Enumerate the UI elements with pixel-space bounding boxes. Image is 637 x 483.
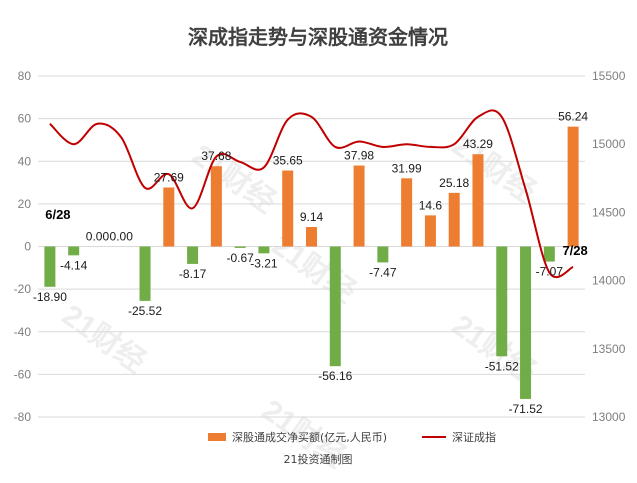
legend-line-label: 深证成指	[452, 430, 496, 444]
bar	[306, 227, 317, 247]
data-label: 25.18	[439, 176, 469, 190]
data-label: 14.6	[419, 198, 443, 212]
bar-series	[44, 126, 579, 399]
left-tick-label: 60	[18, 112, 32, 126]
bar	[401, 178, 413, 247]
end-date-annotation: 7/28	[562, 243, 587, 258]
data-label: 27.69	[154, 170, 184, 184]
data-label: 43.29	[463, 137, 493, 151]
left-axis: 80 60 40 20 0 -20 -40 -60 -80	[14, 69, 32, 424]
data-label: -51.52	[485, 359, 519, 373]
data-label: -3.21	[250, 256, 278, 270]
left-tick-label: 20	[18, 197, 32, 211]
bar	[377, 246, 389, 263]
data-label: -7.47	[369, 265, 397, 279]
index-line	[49, 109, 574, 279]
data-label: -7.07	[536, 265, 564, 279]
bar	[329, 246, 341, 367]
bar	[282, 170, 294, 247]
right-tick-label: 14500	[592, 205, 626, 219]
bar	[567, 126, 579, 247]
left-tick-label: -80	[14, 410, 32, 424]
bar	[68, 246, 80, 256]
bar	[520, 246, 532, 399]
right-tick-label: 15000	[592, 137, 626, 151]
chart-title: 深成指走势与深股通资金情况	[188, 25, 448, 49]
data-label: -0.67	[226, 251, 254, 265]
line-series	[49, 109, 574, 279]
legend: 深股通成交净买额(亿元,人民币) 深证成指	[208, 430, 496, 444]
bar	[44, 246, 56, 287]
data-label: -71.52	[509, 402, 543, 416]
bar	[210, 166, 222, 247]
bar	[258, 246, 270, 254]
data-label: 0.00	[110, 230, 134, 244]
gridlines	[38, 75, 585, 418]
data-label: 9.14	[300, 210, 324, 224]
data-label: 35.65	[273, 154, 303, 168]
bar	[448, 192, 460, 247]
bar	[163, 187, 175, 247]
left-tick-label: 80	[18, 69, 32, 83]
bar	[496, 246, 508, 357]
data-label: -25.52	[128, 304, 162, 318]
left-tick-label: 40	[18, 154, 32, 168]
right-tick-label: 15500	[592, 69, 626, 83]
legend-bar-swatch	[208, 433, 226, 441]
data-label: -18.90	[33, 290, 67, 304]
bar	[472, 154, 484, 247]
data-label: 37.68	[201, 149, 231, 163]
data-label: 31.99	[392, 161, 422, 175]
bar	[234, 246, 246, 248]
left-tick-label: -60	[14, 367, 32, 381]
right-tick-label: 13000	[592, 410, 626, 424]
data-label: 37.98	[344, 149, 374, 163]
bar	[353, 165, 365, 247]
right-tick-label: 14000	[592, 274, 626, 288]
data-label: 0.00	[86, 230, 110, 244]
left-tick-label: -20	[14, 282, 32, 296]
data-label: -4.14	[60, 258, 88, 272]
credit: 21投资通制图	[284, 452, 353, 466]
bar	[543, 246, 555, 262]
bar	[187, 246, 199, 264]
right-axis: 15500 15000 14500 14000 13500 13000	[592, 69, 626, 424]
data-label: -56.16	[318, 369, 352, 383]
bar	[139, 246, 151, 301]
right-tick-label: 13500	[592, 342, 626, 356]
data-label: -8.17	[179, 267, 207, 281]
data-label: 56.24	[558, 110, 588, 124]
left-tick-label: 0	[24, 240, 31, 254]
data-labels: -18.90 -4.14 0.00 0.00 -25.52 27.69 -8.17 37.68…	[33, 110, 589, 416]
start-date-annotation: 6/28	[45, 207, 70, 222]
legend-bar-label: 深股通成交净买额(亿元,人民币)	[232, 430, 387, 444]
bar	[424, 215, 436, 247]
left-tick-label: -40	[14, 325, 32, 339]
